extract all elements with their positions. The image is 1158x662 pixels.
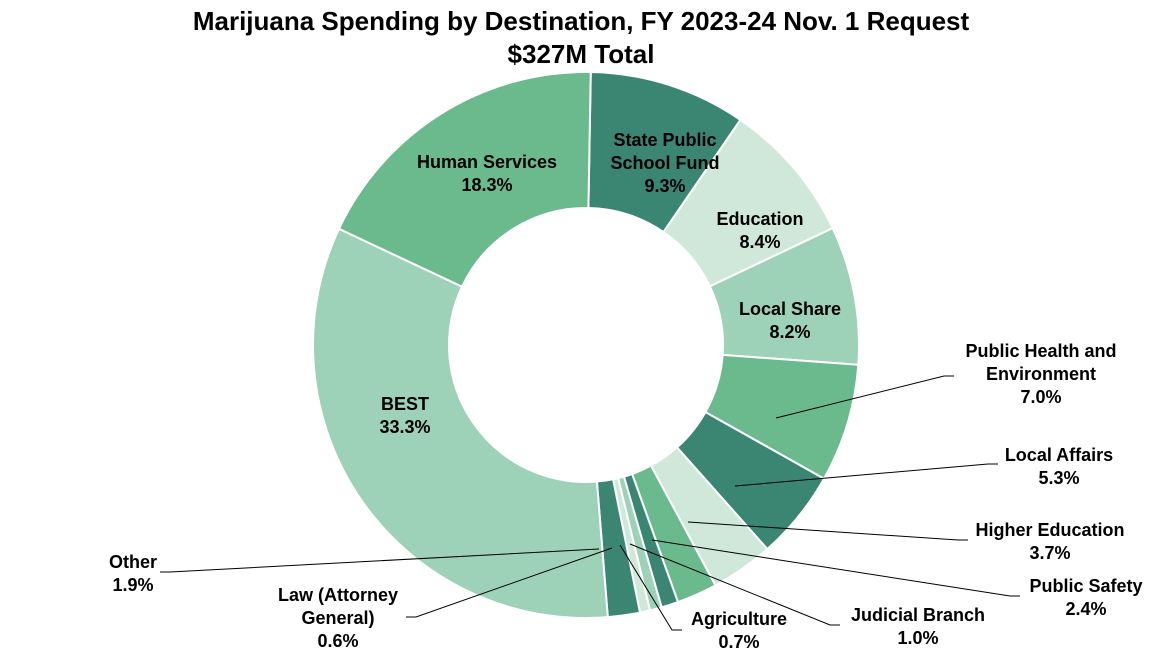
leader-line-law-attorney-general: [406, 547, 613, 618]
slice-human-services: [337, 71, 592, 289]
chart-title: Marijuana Spending by Destination, FY 20…: [193, 6, 970, 36]
slice-label-other: Other 1.9%: [109, 552, 157, 595]
chart-subtitle: $327M Total: [508, 39, 655, 69]
slice-label-law-attorney-general: Law (Attorney General) 0.6%: [278, 585, 398, 651]
leader-line-public-health-and-environment: [775, 375, 954, 419]
slice-labels-group: State Public School Fund 9.3% Education 8.4%…: [109, 130, 1143, 652]
slice-label-judicial-branch: Judicial Branch 1.0%: [851, 605, 985, 648]
slice-label-state-public-school-fund: State Public School Fund 9.3%: [611, 130, 720, 196]
leader-line-agriculture: [619, 544, 682, 631]
leader-line-other: [160, 548, 600, 573]
slice-label-public-health-and-environment: Public Health and Environment 7.0%: [965, 341, 1116, 407]
leader-lines-group: [160, 375, 1020, 631]
leader-line-judicial-branch: [629, 543, 840, 626]
leader-line-local-affairs: [734, 463, 998, 487]
slice-label-best: BEST 33.3%: [379, 394, 430, 437]
slice-label-education: Education 8.4%: [716, 209, 803, 252]
slice-label-higher-education: Higher Education 3.7%: [975, 520, 1124, 563]
leader-line-public-safety: [651, 539, 1020, 597]
slice-best: [312, 227, 609, 619]
leader-line-higher-education: [687, 521, 968, 541]
slices-group: [312, 71, 860, 619]
slice-label-agriculture: Agriculture 0.7%: [691, 609, 787, 652]
slice-label-local-affairs: Local Affairs 5.3%: [1005, 445, 1113, 488]
slice-label-human-services: Human Services 18.3%: [417, 152, 557, 195]
slice-label-public-safety: Public Safety 2.4%: [1029, 576, 1142, 619]
slice-label-local-share: Local Share 8.2%: [739, 299, 841, 342]
